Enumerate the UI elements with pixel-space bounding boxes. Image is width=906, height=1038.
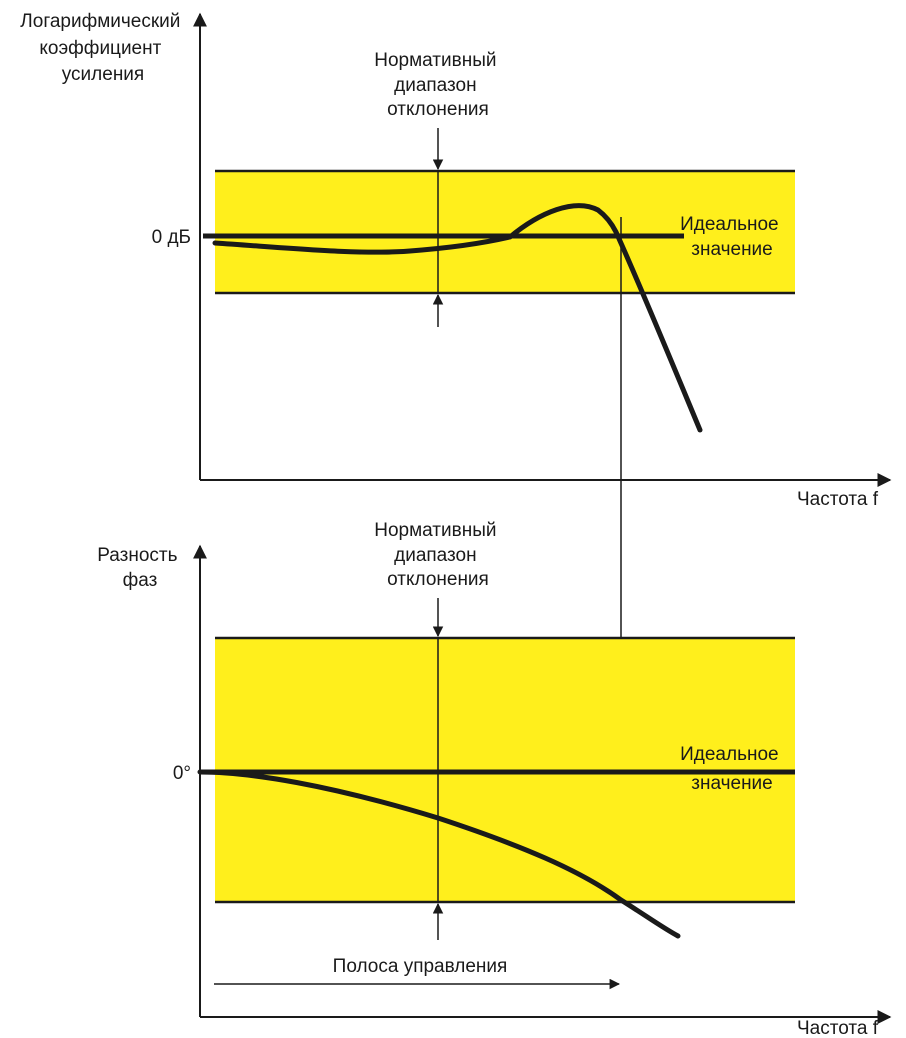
phase-plot: Разность фаз 0° Нормативный диапазон отк… xyxy=(97,520,892,1038)
phase-curve xyxy=(197,769,681,939)
bandwidth-label: Полоса управления xyxy=(333,956,508,977)
phase-tolerance-label: Нормативный диапазон отклонения xyxy=(374,520,502,590)
gain-curve xyxy=(212,203,703,433)
phase-y-axis-label: Разность фаз xyxy=(97,545,183,591)
gain-ideal-label: Идеальное значение xyxy=(680,214,784,260)
gain-plot: Логарифмический коэффициент усиления 0 д… xyxy=(20,11,892,510)
gain-y-axis-label: Логарифмический коэффициент усиления xyxy=(20,11,185,85)
gain-zero-label: 0 дБ xyxy=(152,227,191,248)
phase-ideal-label: Идеальное значение xyxy=(680,744,784,794)
gain-x-axis-label: Частота f xyxy=(797,489,879,510)
phase-zero-label: 0° xyxy=(173,763,191,784)
gain-tolerance-label: Нормативный диапазон отклонения xyxy=(374,50,502,120)
phase-x-axis-label: Частота f xyxy=(797,1018,879,1038)
gain-tolerance-band xyxy=(215,171,795,293)
